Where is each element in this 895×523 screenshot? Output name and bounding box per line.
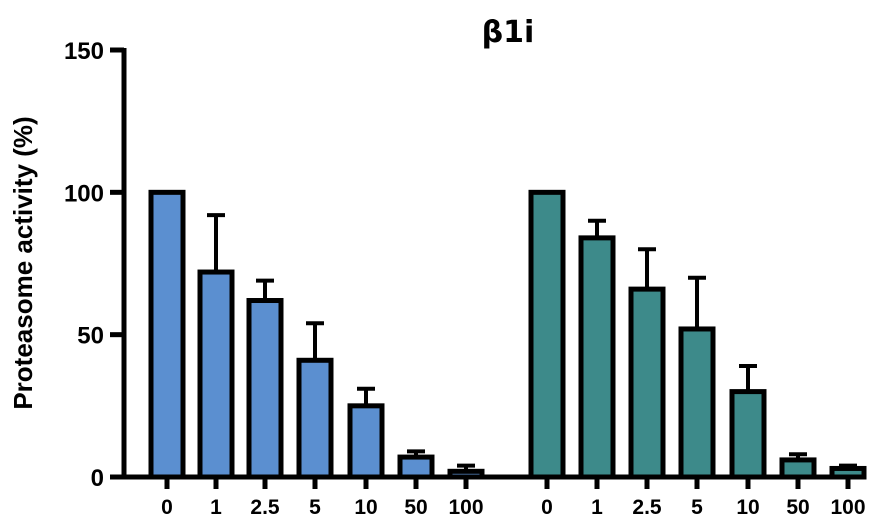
- bar: [246, 298, 284, 480]
- x-tick-label: 5: [309, 496, 321, 519]
- y-tick-label: 100: [64, 180, 104, 207]
- y-tick-label: 0: [91, 465, 104, 492]
- bar: [528, 189, 566, 480]
- bar: [779, 457, 817, 480]
- bar: [829, 465, 867, 480]
- x-tick-label: 100: [448, 496, 483, 519]
- bar: [296, 357, 334, 480]
- bar: [148, 189, 186, 480]
- bar: [578, 235, 616, 480]
- x-tick-label: 50: [786, 496, 809, 519]
- x-tick-label: 50: [404, 496, 427, 519]
- x-tick-label: 0: [161, 496, 173, 519]
- bars: [148, 189, 867, 480]
- x-tick-label: 2.5: [632, 496, 662, 519]
- x-tick-label: 1: [591, 496, 603, 519]
- y-tick-label: 50: [77, 323, 104, 350]
- x-tick-label: 10: [354, 496, 377, 519]
- x-tick-label: 100: [830, 496, 865, 519]
- x-tick-label: 1: [210, 496, 222, 519]
- bar: [347, 403, 385, 480]
- chart-title: β1i: [482, 15, 535, 50]
- y-tick-label: 150: [64, 38, 104, 65]
- bar: [197, 269, 235, 480]
- y-axis-label: Proteasome activity (%): [8, 116, 38, 409]
- x-tick-label: 10: [736, 496, 759, 519]
- bar: [447, 468, 485, 480]
- bar: [729, 389, 767, 480]
- x-tick-label: 2.5: [250, 496, 280, 519]
- bar: [678, 326, 716, 480]
- x-tick-label: 5: [691, 496, 703, 519]
- bar: [628, 286, 666, 480]
- labels: 0 50 100 150 0 1 2.5 5 10 50 100 0 1 2.5 5 10 50 100: [64, 38, 866, 519]
- x-tick-label: 0: [541, 496, 553, 519]
- bar: [397, 454, 435, 480]
